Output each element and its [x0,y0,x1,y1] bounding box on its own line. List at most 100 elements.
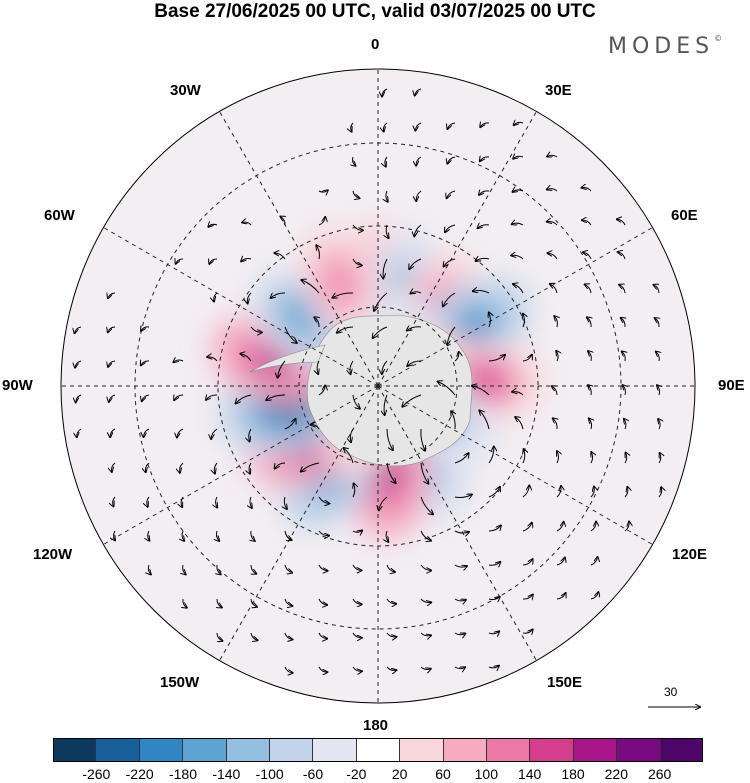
wind-arrow [550,284,558,294]
wind-arrow [386,190,388,202]
wind-arrow [420,632,431,636]
wind-arrow [208,224,218,226]
wind-arrow [522,523,532,532]
wind-arrow [513,284,524,294]
wind-arrow [240,354,252,362]
wind-arrow [275,462,286,469]
wind-arrow [448,122,456,129]
wind-arrow [247,292,252,304]
colorbar-tick-label: -20 [346,766,367,782]
wind-arrow [618,252,626,260]
wind-arrow [488,526,501,532]
wind-arrow [624,419,626,430]
wind-arrow [553,418,557,430]
colorbar-tick-label: 220 [604,766,629,782]
wind-vectors [75,88,662,673]
wind-arrow [445,224,456,232]
wind-arrow [522,486,529,498]
lon-label-60w: 60W [44,207,75,224]
wind-arrow [522,355,532,362]
wind-arrow [318,530,329,536]
wind-arrow [274,253,286,260]
colorbar-swatch [53,738,97,762]
wind-arrow [622,351,626,362]
colorbar-swatch [443,738,488,762]
wind-arrow [301,462,320,472]
wind-arrow [250,632,258,640]
wind-arrow [513,190,524,192]
colorbar-tick-label: 60 [435,766,451,782]
wind-arrow [480,157,490,161]
colorbar-tick-label: -260 [82,766,111,782]
wind-arrow [207,357,218,362]
wind-arrow [278,360,286,378]
wind-arrow [556,558,565,566]
wind-arrow [407,327,422,331]
lon-label-90e: 90E [718,377,745,394]
wind-arrow [318,496,329,504]
wind-arrow [108,326,116,332]
wind-arrow [249,428,252,441]
wind-arrow [284,564,292,573]
wind-arrow [382,360,388,374]
wind-arrow [250,326,262,332]
meridian-line [103,227,379,387]
wind-arrow [353,484,355,498]
wind-arrow [454,531,469,533]
wind-arrow [511,255,524,260]
wind-arrow [344,448,354,464]
wind-arrow [352,224,363,230]
wind-arrow [77,428,82,437]
wind-arrow [337,326,354,333]
wind-arrow [148,564,150,574]
colorbar-swatch [313,738,357,762]
colorbar-tick-label: 260 [647,766,672,782]
colorbar-tick-label: 20 [391,766,408,782]
wind-arrow [473,290,490,294]
wind-arrow [311,425,320,430]
wind-arrow [488,355,505,362]
wind-arrow [176,259,184,264]
wind-arrow [624,487,628,498]
wind-arrow [214,292,218,302]
wind-arrow [454,564,467,567]
wind-arrow [624,522,629,532]
lon-label-150e: 150E [547,674,583,691]
wind-arrow [585,284,592,294]
wind-arrow [386,666,396,670]
wind-arrow [547,155,558,157]
anomaly-cell [452,311,491,344]
wind-arrow [352,632,362,638]
wind-arrow [112,462,116,472]
wind-arrow [266,394,286,400]
colorbar-tick-label: -100 [255,766,284,782]
colorbar-tick-label: -140 [212,766,241,782]
colorbar-swatch [617,738,661,762]
wind-arrow [318,666,327,672]
colorbar [53,738,704,762]
wind-arrow [619,285,626,294]
lon-label-30w: 30W [170,82,201,99]
wind-arrow [479,410,490,430]
wind-arrow [454,667,465,669]
wind-arrow [110,428,116,437]
wind-arrow [214,462,218,474]
wind-arrow [352,564,362,570]
wind-arrow [617,219,626,226]
wind-arrow [590,487,594,498]
wind-arrow [382,88,388,97]
wind-arrow [415,122,422,131]
wind-arrow [141,361,150,365]
wind-arrow [271,293,286,298]
wind-arrow [174,360,184,362]
wind-arrow [512,223,524,225]
colorbar-tick-label: -180 [168,766,198,782]
wind-arrow [75,326,82,333]
wind-arrow [454,453,469,464]
colorbar-swatch [400,738,444,762]
wind-arrow [181,496,184,507]
wind-arrow [557,451,559,464]
wind-arrow [76,394,82,402]
colorbar-swatch [660,738,704,762]
brand-text: MODES [608,34,715,59]
